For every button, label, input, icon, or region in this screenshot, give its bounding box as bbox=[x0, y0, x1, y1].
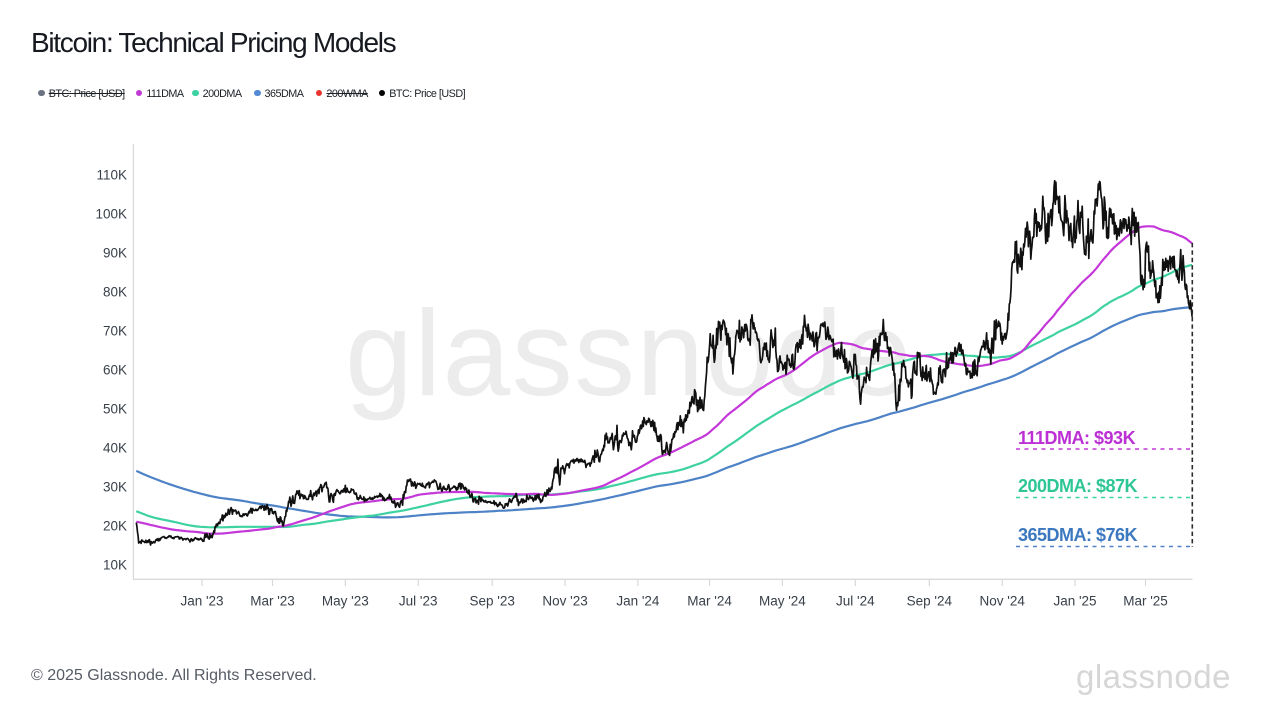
svg-text:Mar '23: Mar '23 bbox=[250, 594, 295, 609]
svg-text:20K: 20K bbox=[103, 519, 127, 534]
svg-text:Jan '24: Jan '24 bbox=[616, 594, 660, 609]
svg-text:Sep '24: Sep '24 bbox=[907, 594, 953, 609]
svg-text:10K: 10K bbox=[103, 558, 127, 573]
svg-text:Jan '25: Jan '25 bbox=[1053, 594, 1096, 609]
svg-text:30K: 30K bbox=[103, 480, 127, 495]
svg-text:May '23: May '23 bbox=[322, 594, 369, 609]
svg-text:90K: 90K bbox=[103, 246, 127, 261]
svg-text:May '24: May '24 bbox=[759, 594, 806, 609]
svg-text:50K: 50K bbox=[103, 402, 127, 417]
svg-text:Jul '23: Jul '23 bbox=[399, 594, 438, 609]
svg-text:Mar '25: Mar '25 bbox=[1123, 594, 1168, 609]
svg-text:Sep '23: Sep '23 bbox=[470, 594, 515, 609]
svg-text:110K: 110K bbox=[96, 168, 127, 183]
svg-text:100K: 100K bbox=[95, 207, 127, 222]
svg-text:Mar '24: Mar '24 bbox=[687, 594, 732, 609]
svg-text:70K: 70K bbox=[103, 324, 127, 339]
svg-text:Nov '24: Nov '24 bbox=[980, 594, 1026, 609]
svg-text:Jul '24: Jul '24 bbox=[836, 594, 875, 609]
svg-text:Nov '23: Nov '23 bbox=[542, 594, 587, 609]
svg-text:80K: 80K bbox=[103, 285, 127, 300]
svg-text:Jan '23: Jan '23 bbox=[180, 594, 223, 609]
svg-text:60K: 60K bbox=[103, 363, 127, 378]
svg-text:40K: 40K bbox=[103, 441, 127, 456]
